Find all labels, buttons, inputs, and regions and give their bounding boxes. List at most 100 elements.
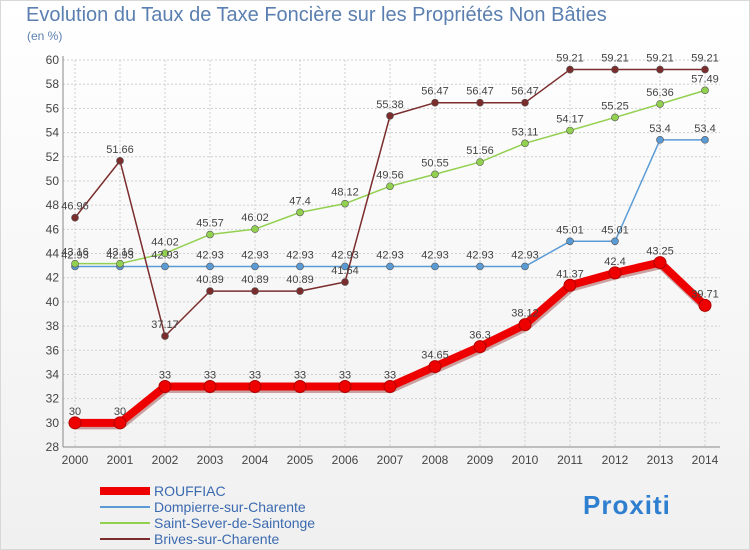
y-tick-label: 44 [46,247,60,261]
data-label: 30 [69,406,81,418]
data-point [383,380,397,394]
data-label: 40.89 [196,274,224,286]
data-point [338,380,352,394]
x-tick-label: 2014 [692,453,719,467]
data-label: 49.56 [376,169,404,181]
data-labels: 42.93 42.93 42.93 42.93 42.93 42.93 42.93 42.93… [61,53,719,418]
data-point [701,86,709,95]
data-point [473,340,487,354]
data-point [431,262,439,271]
x-tick-label: 2009 [467,453,494,467]
legend-item: ROUFFIAC [100,483,226,499]
data-label: 43.25 [646,246,674,258]
data-label: 42.93 [376,249,404,261]
x-tick-label: 2004 [242,453,269,467]
data-point [251,287,259,295]
data-point [161,332,169,340]
data-label: 46.02 [241,212,269,224]
x-tick-label: 2005 [287,453,314,467]
data-point [68,416,82,430]
data-point [431,98,439,107]
data-label: 44.02 [151,236,179,248]
chart-title: Evolution du Taux de Taxe Foncière sur l… [26,4,607,26]
series-rouffiac [68,256,712,430]
data-label: 56.47 [511,86,539,98]
data-label: 51.56 [466,145,494,157]
x-axis-ticks: 2000 2001 2002 2003 2004 2005 2006 2007 2008 2009… [62,453,719,467]
data-label: 59.21 [691,53,719,65]
data-point [158,380,172,394]
data-label: 42.93 [286,249,314,261]
data-point [293,380,307,394]
y-tick-label: 40 [46,295,60,309]
data-label: 57.49 [691,73,719,85]
data-point [656,100,664,108]
data-label: 46.96 [61,201,89,213]
data-point [518,318,532,332]
data-point [611,113,619,122]
data-label: 53.11 [512,126,539,138]
series-brives-sur-charente [71,65,709,340]
x-tick-label: 2002 [152,453,179,467]
series-line-shadow [76,260,710,430]
data-point [203,380,217,394]
data-point [611,237,619,246]
data-point [116,157,124,165]
data-label: 37.17 [151,319,179,331]
series-layer [68,65,712,430]
data-point [476,262,484,271]
data-label: 54.17 [556,114,584,126]
data-label: 59.21 [556,53,584,65]
data-label: 33 [249,370,261,382]
data-label: 42.93 [331,249,359,261]
data-point [476,158,484,166]
y-tick-label: 52 [46,150,60,164]
series-dompierre-sur-charente [71,136,709,271]
data-point [611,65,619,74]
data-point [521,262,529,271]
legend-item: Dompierre-sur-Charente [100,499,306,515]
y-tick-label: 42 [46,271,60,285]
data-point [206,262,214,271]
x-tick-label: 2012 [602,453,629,467]
data-label: 59.21 [601,53,629,65]
y-axis-unit: (en %) [27,29,63,43]
legend-label: ROUFFIAC [154,483,226,499]
series-line [75,258,708,427]
x-tick-label: 2010 [512,453,539,467]
data-point [566,65,574,74]
data-label: 53.4 [649,123,670,135]
axes [62,56,720,448]
y-tick-label: 58 [46,77,60,91]
data-label: 33 [159,370,171,382]
data-point [656,136,664,144]
data-label: 51.66 [106,144,134,156]
y-tick-label: 46 [46,222,60,236]
data-label: 36.3 [469,330,490,342]
y-tick-label: 30 [46,416,60,430]
data-label: 59.21 [646,53,674,65]
y-axis-ticks: 28 30 32 34 36 38 40 42 44 46 48 50 52 54 56 58 60 [46,53,60,454]
data-label: 41.37 [556,268,584,280]
data-point [566,126,574,135]
data-point [428,360,442,374]
x-tick-label: 2007 [377,453,404,467]
data-label: 40.89 [241,274,269,286]
data-label: 53.4 [694,123,715,135]
legend-label: Brives-sur-Charente [154,531,279,547]
data-label: 48.12 [331,187,359,199]
data-label: 45.01 [601,224,629,236]
data-label: 42.93 [106,249,134,261]
data-label: 56.36 [646,87,674,99]
data-point [206,287,214,295]
data-label: 43.16 [106,247,134,259]
y-tick-label: 56 [46,101,60,115]
x-tick-label: 2003 [197,453,224,467]
data-point [386,262,394,271]
data-label: 42.93 [151,249,179,261]
data-point [386,112,394,120]
data-label: 42.93 [61,249,89,261]
data-label: 50.55 [421,157,449,169]
